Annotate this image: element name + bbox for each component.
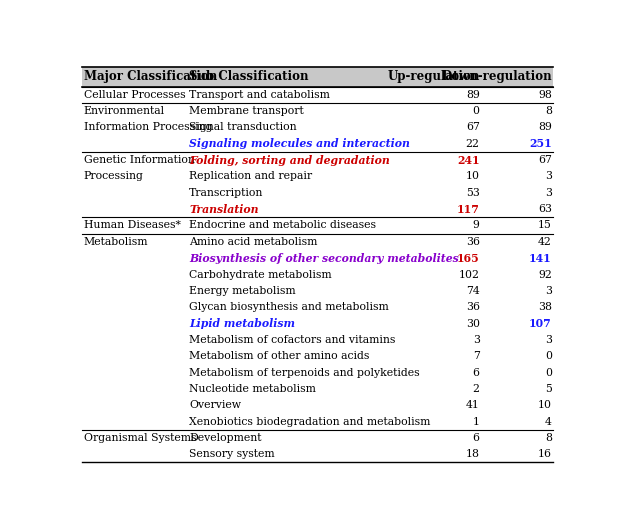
- Text: 3: 3: [545, 172, 552, 181]
- Text: 102: 102: [459, 269, 480, 279]
- Text: 241: 241: [457, 155, 480, 166]
- Text: 0: 0: [472, 106, 480, 116]
- Text: 89: 89: [466, 90, 480, 100]
- Text: 3: 3: [545, 286, 552, 296]
- Text: 4: 4: [545, 416, 552, 427]
- Text: 9: 9: [473, 221, 480, 231]
- Text: 141: 141: [529, 253, 552, 264]
- Text: Cellular Processes: Cellular Processes: [84, 90, 185, 100]
- Text: 63: 63: [538, 204, 552, 214]
- Text: 10: 10: [466, 172, 480, 181]
- Text: 3: 3: [545, 188, 552, 198]
- Text: 36: 36: [466, 237, 480, 247]
- Text: 251: 251: [529, 138, 552, 149]
- Text: 22: 22: [466, 139, 480, 149]
- Text: 8: 8: [545, 433, 552, 443]
- Text: Carbohydrate metabolism: Carbohydrate metabolism: [189, 269, 332, 279]
- Text: Processing: Processing: [84, 172, 144, 181]
- Text: Transcription: Transcription: [189, 188, 264, 198]
- Text: Development: Development: [189, 433, 262, 443]
- Text: 38: 38: [538, 302, 552, 312]
- Text: Endocrine and metabolic diseases: Endocrine and metabolic diseases: [189, 221, 376, 231]
- Text: Signaling molecules and interaction: Signaling molecules and interaction: [189, 138, 410, 149]
- Text: 6: 6: [472, 433, 480, 443]
- Text: 2: 2: [472, 384, 480, 394]
- Text: Environmental: Environmental: [84, 106, 165, 116]
- Text: Overview: Overview: [189, 400, 241, 410]
- Text: Biosynthesis of other secondary metabolites: Biosynthesis of other secondary metaboli…: [189, 253, 459, 264]
- Text: Nucleotide metabolism: Nucleotide metabolism: [189, 384, 316, 394]
- Text: Metabolism: Metabolism: [84, 237, 148, 247]
- Text: 53: 53: [466, 188, 480, 198]
- Text: Sensory system: Sensory system: [189, 449, 275, 459]
- Text: Organismal Systems: Organismal Systems: [84, 433, 196, 443]
- Text: 5: 5: [545, 384, 552, 394]
- Text: 98: 98: [538, 90, 552, 100]
- Text: Translation: Translation: [189, 203, 259, 214]
- Text: 30: 30: [466, 319, 480, 328]
- Text: 18: 18: [466, 449, 480, 459]
- Text: 42: 42: [538, 237, 552, 247]
- Text: 1: 1: [472, 416, 480, 427]
- Text: Energy metabolism: Energy metabolism: [189, 286, 296, 296]
- Text: 67: 67: [466, 122, 480, 132]
- Text: Metabolism of other amino acids: Metabolism of other amino acids: [189, 351, 370, 361]
- Text: 15: 15: [538, 221, 552, 231]
- Text: Genetic Information: Genetic Information: [84, 155, 195, 165]
- Text: Replication and repair: Replication and repair: [189, 172, 312, 181]
- Text: Major Classification: Major Classification: [84, 70, 217, 83]
- Text: 89: 89: [538, 122, 552, 132]
- Text: 0: 0: [545, 368, 552, 378]
- Text: Transport and catabolism: Transport and catabolism: [189, 90, 330, 100]
- Text: Lipid metabolism: Lipid metabolism: [189, 318, 295, 329]
- Text: Metabolism of cofactors and vitamins: Metabolism of cofactors and vitamins: [189, 335, 396, 345]
- Text: 117: 117: [457, 203, 480, 214]
- Text: 6: 6: [472, 368, 480, 378]
- Text: Up-regulation: Up-regulation: [388, 70, 480, 83]
- Text: 36: 36: [466, 302, 480, 312]
- Text: 107: 107: [529, 318, 552, 329]
- Text: 74: 74: [466, 286, 480, 296]
- Text: Human Diseases*: Human Diseases*: [84, 221, 180, 231]
- Text: Sub Classification: Sub Classification: [189, 70, 309, 83]
- Text: Metabolism of terpenoids and polyketides: Metabolism of terpenoids and polyketides: [189, 368, 420, 378]
- Text: Membrane transport: Membrane transport: [189, 106, 304, 116]
- Text: 92: 92: [538, 269, 552, 279]
- Text: Folding, sorting and degradation: Folding, sorting and degradation: [189, 155, 390, 166]
- Text: 7: 7: [473, 351, 480, 361]
- Text: 3: 3: [472, 335, 480, 345]
- Text: 3: 3: [545, 335, 552, 345]
- Text: 165: 165: [457, 253, 480, 264]
- Text: Amino acid metabolism: Amino acid metabolism: [189, 237, 317, 247]
- Text: 8: 8: [545, 106, 552, 116]
- Text: Signal transduction: Signal transduction: [189, 122, 297, 132]
- Text: 10: 10: [538, 400, 552, 410]
- Bar: [82, 66, 554, 87]
- Text: Information Processing: Information Processing: [84, 122, 212, 132]
- Text: 16: 16: [538, 449, 552, 459]
- Text: 67: 67: [538, 155, 552, 165]
- Text: Down-regulation: Down-regulation: [441, 70, 552, 83]
- Text: 0: 0: [545, 351, 552, 361]
- Text: Glycan biosynthesis and metabolism: Glycan biosynthesis and metabolism: [189, 302, 389, 312]
- Text: Xenobiotics biodegradation and metabolism: Xenobiotics biodegradation and metabolis…: [189, 416, 430, 427]
- Text: 41: 41: [466, 400, 480, 410]
